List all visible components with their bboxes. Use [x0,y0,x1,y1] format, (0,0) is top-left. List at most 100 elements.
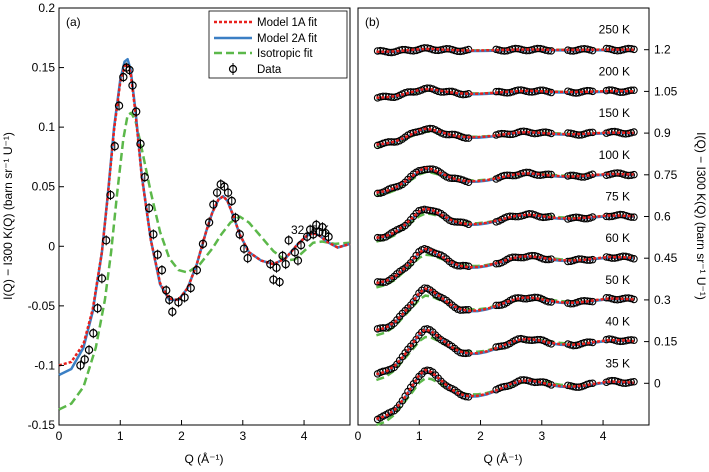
panel-b-model2a-fit [376,287,634,332]
panel-b-data-marker [492,259,500,268]
panel-a-data-point [281,259,290,270]
panel-b-data-marker [404,46,412,54]
panel-a-series-model-2a-fit [58,57,351,377]
panel-a-y-tick-label: 0.15 [32,61,56,75]
panel-b-data-marker [409,88,418,96]
panel-a-data-point [186,282,195,293]
panel-b-data-marker [586,256,594,264]
panel-b-temperature-group [373,205,638,243]
panel-b-data-marker [539,86,547,95]
panel-b-data-marker [390,138,398,146]
panel-a-y-tick-label: 0.2 [38,1,55,15]
panel-b-data-marker [624,336,633,344]
panel-b-data-marker [506,130,514,139]
panel-a-data-point [209,199,218,210]
panel-b-data-marker [500,382,509,391]
panel-b-temperature-label: 60 K [605,231,630,245]
panel-b-data-marker [503,89,511,97]
panel-b-x-axis-title: Q (Å⁻¹) [484,451,523,466]
panel-a-y-axis-title: I(Q) − I300 K(Q) (barn sr⁻¹ U⁻¹) [1,132,15,300]
panel-b-model1a-fit [376,327,634,376]
panel-a-y-tick-label: -0.05 [28,299,56,313]
panel-a-data-point [198,238,208,249]
panel-a-data-point [84,344,94,355]
panel-b-y-tick-label: 0.6 [654,210,671,224]
panel-b-temperature-label: 100 K [599,148,630,162]
panel-a-data-point [110,141,119,152]
panel-b-model1a-fit [376,127,634,146]
panel-b-data-marker [495,301,503,310]
panel-b-model2a-fit [376,248,634,285]
panel-a-frame [58,7,351,426]
legend-data-marker [228,63,238,75]
panel-b-data-marker [544,170,553,178]
legend-box [208,10,348,79]
panel-b-data-marker [387,184,396,192]
panel-b-data-marker [525,336,533,344]
panel-a-data-point [165,294,174,305]
panel-b-data-marker [588,46,597,55]
panel-b-data-marker [602,293,611,302]
panel-a-series-model-1a-fit [58,62,351,367]
panel-a-label: (a) [66,15,81,29]
panel-b-data-marker [539,213,547,222]
panel-a-x-tick-label: 2 [178,429,185,443]
panel-b-data-marker [588,379,597,387]
panel-b-temperature-label: 75 K [605,190,630,204]
panel-b-data-marker [575,131,583,139]
panel-b-x-tick-label: 4 [600,429,607,443]
panel-a-x-tick-label: 3 [239,429,246,443]
panel-b-data-marker [451,174,459,183]
panel-b-temperature-label: 35 K [605,356,630,370]
panel-b-data-marker [602,86,611,95]
panel-a: 0 1 2 3 4 -0.15 -0.1 -0.05 0 0.05 0.1 0.15 0.2 (a) 3… [28,1,351,443]
panel-b-temperature-group [373,84,638,102]
panel-a-data-point [131,106,141,117]
panel-b-data-marker [583,338,591,346]
panel-b-data-marker [462,392,470,401]
panel-a-y-tick-label: -0.15 [28,418,56,432]
panel-a-data-point [272,262,281,273]
panel-b-data-marker [630,213,638,221]
panel-b-data-marker [514,335,522,343]
panel-a-data-point [76,360,85,371]
panel-b-data-marker [630,377,638,386]
panel-b-data-marker [533,171,542,179]
panel-a-data-point [235,229,244,240]
panel-a-data-point [162,285,171,296]
panel-a-y-tick-label: -0.1 [34,358,55,372]
panel-b-data-marker [497,342,506,350]
panel-b-y-tick-label: 0.15 [654,335,678,349]
panel-a-data-point [204,217,214,228]
panel-b-temperature-label: 200 K [599,64,630,78]
panel-b-data-marker [610,254,619,262]
panel-a-data-point [157,265,167,276]
panel-b-data-marker [492,87,500,96]
legend-model1a-label: Model 1A fit [257,17,318,29]
panel-b-data-marker [630,170,638,179]
panel-b-label: (b) [365,15,380,29]
panel-a-temperature-label: 32. 5 K [291,223,329,237]
panel-b-y-axis-title: I(Q) − I300 K(Q) (barn sr⁻¹ U⁻¹) [694,132,708,300]
panel-b-model2a-fit [376,167,634,195]
panel-b-model1a-fit [376,247,634,285]
panel-a-data-point [243,253,252,264]
panel-a-data-point [212,187,222,198]
panel-b-data-marker [373,189,382,198]
panel-a-y-tick-label: 0 [48,239,55,253]
panel-b-temperature-group [373,124,638,150]
panel-b-data-marker [428,207,437,215]
panel-a-data-point [192,265,202,276]
panel-b-data-marker [373,278,382,286]
panel-b-data-marker [522,87,531,96]
panel-b-temperature-group [373,366,638,427]
panel-b-data-marker [409,47,418,55]
panel-b-data-marker [569,341,578,350]
panel-b-data-marker [605,377,613,385]
panel-b-data-marker [624,294,633,302]
panel-b-temperature-group [373,284,638,337]
panel-b-curves [373,44,638,427]
panel-b-data-marker [575,213,583,222]
panel-b-data-marker [426,124,434,133]
panel-b-data-marker [630,128,638,136]
